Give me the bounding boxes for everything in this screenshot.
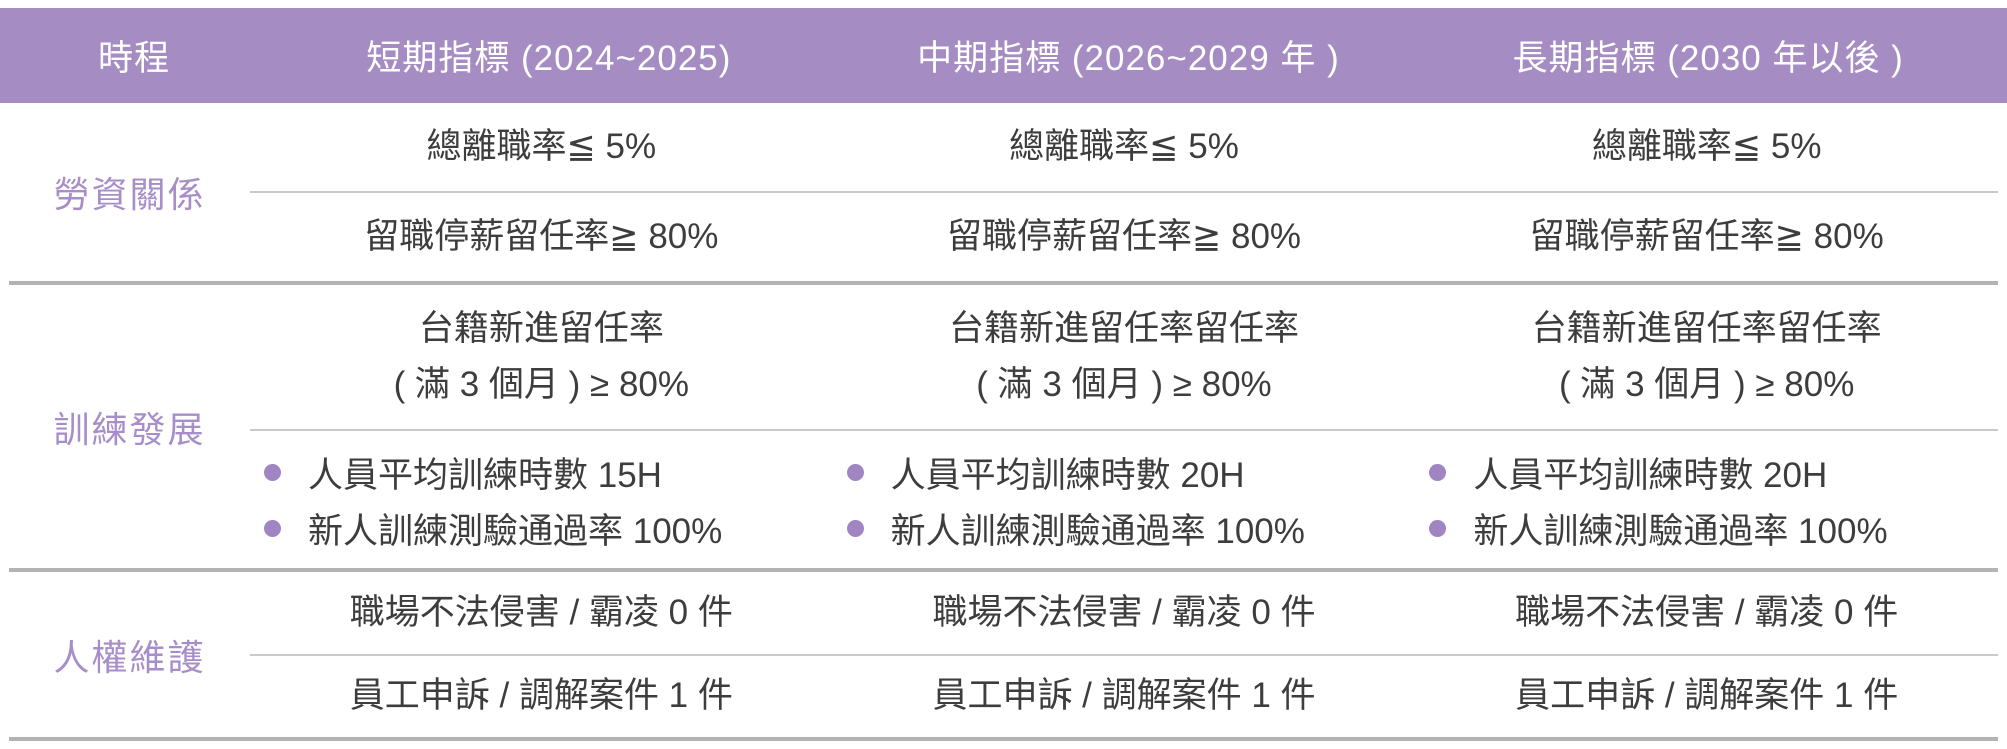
- table-row: 人員平均訓練時數 15H 新人訓練測驗通過率 100% 人員平均訓練時數 20H…: [250, 429, 1998, 570]
- group-label-human-rights: 人權維護: [53, 636, 206, 678]
- group-labor-relations: 勞資關係 總離職率≦ 5% 總離職率≦ 5% 總離職率≦ 5% 留職停薪留任率≧…: [9, 103, 1998, 281]
- metric-cell-bullets: 人員平均訓練時數 15H 新人訓練測驗通過率 100%: [250, 431, 833, 570]
- group-rows: 台籍新進留任率 ( 滿 3 個月 ) ≥ 80% 台籍新進留任率留任率 ( 滿 …: [250, 285, 1998, 568]
- metric-cell: 職場不法侵害 / 霸凌 0 件: [1515, 592, 1899, 632]
- metric-cell: 員工申訴 / 調解案件 1 件: [349, 676, 733, 716]
- bullet-item: 人員平均訓練時數 15H: [264, 445, 833, 501]
- bullet-text: 人員平均訓練時數 20H: [890, 456, 1245, 495]
- metric-cell: 職場不法侵害 / 霸凌 0 件: [349, 592, 733, 632]
- group-rows: 職場不法侵害 / 霸凌 0 件 職場不法侵害 / 霸凌 0 件 職場不法侵害 /…: [250, 572, 1998, 737]
- bullet-text: 新人訓練測驗通過率 100%: [1473, 512, 1888, 551]
- metric-line: 台籍新進留任率: [418, 309, 664, 348]
- bullet-list: 人員平均訓練時數 15H 新人訓練測驗通過率 100%: [264, 445, 833, 557]
- metric-cell: 留職停薪留任率≧ 80%: [1529, 217, 1884, 256]
- metric-line: 台籍新進留任率留任率: [1531, 309, 1882, 348]
- bullet-item: 人員平均訓練時數 20H: [1429, 445, 1998, 501]
- bullet-icon: [1429, 464, 1447, 481]
- metric-cell: 職場不法侵害 / 霸凌 0 件: [932, 592, 1316, 632]
- bullet-item: 人員平均訓練時數 20H: [846, 445, 1416, 501]
- metric-cell: 總離職率≦ 5%: [1009, 127, 1239, 166]
- table-header-row: 時程 短期指標 (2024~2025) 中期指標 (2026~2029 年 ) …: [0, 8, 2007, 103]
- group-label-labor-relations: 勞資關係: [53, 174, 206, 215]
- metric-cell: 員工申訴 / 調解案件 1 件: [932, 676, 1316, 716]
- table-row: 職場不法侵害 / 霸凌 0 件 職場不法侵害 / 霸凌 0 件 職場不法侵害 /…: [250, 572, 1998, 654]
- metric-cell: 留職停薪留任率≧ 80%: [364, 217, 719, 256]
- header-timeline: 時程: [97, 39, 170, 78]
- metric-cell-bullets: 人員平均訓練時數 20H 新人訓練測驗通過率 100%: [1415, 431, 1998, 570]
- group-rows: 總離職率≦ 5% 總離職率≦ 5% 總離職率≦ 5% 留職停薪留任率≧ 80% …: [250, 103, 1998, 281]
- bullet-item: 新人訓練測驗通過率 100%: [1429, 501, 1998, 557]
- metric-cell: 總離職率≦ 5%: [426, 127, 657, 166]
- metric-cell: 留職停薪留任率≧ 80%: [946, 217, 1302, 256]
- bullet-item: 新人訓練測驗通過率 100%: [264, 501, 833, 557]
- header-mid-term: 中期指標 (2026~2029 年 ): [917, 39, 1340, 78]
- group-training-development: 訓練發展 台籍新進留任率 ( 滿 3 個月 ) ≥ 80% 台籍新進留任率留任率…: [9, 281, 1998, 568]
- group-human-rights: 人權維護 職場不法侵害 / 霸凌 0 件 職場不法侵害 / 霸凌 0 件 職場不…: [9, 568, 1998, 737]
- metric-cell: 台籍新進留任率留任率 ( 滿 3 個月 ) ≥ 80%: [833, 285, 1416, 429]
- metric-line: ( 滿 3 個月 ) ≥ 80%: [976, 365, 1272, 404]
- bullet-icon: [1429, 520, 1447, 537]
- metric-cell: 台籍新進留任率 ( 滿 3 個月 ) ≥ 80%: [250, 285, 833, 429]
- bullet-icon: [264, 464, 281, 481]
- bullet-text: 人員平均訓練時數 15H: [308, 456, 662, 495]
- bullet-text: 新人訓練測驗通過率 100%: [308, 512, 723, 551]
- metric-cell: 總離職率≦ 5%: [1591, 127, 1822, 166]
- metric-line: 台籍新進留任率留任率: [948, 309, 1299, 348]
- table-row: 員工申訴 / 調解案件 1 件 員工申訴 / 調解案件 1 件 員工申訴 / 調…: [250, 653, 1998, 738]
- header-short-term: 短期指標 (2024~2025): [366, 39, 732, 78]
- bullet-list: 人員平均訓練時數 20H 新人訓練測驗通過率 100%: [846, 445, 1416, 557]
- bullet-list: 人員平均訓練時數 20H 新人訓練測驗通過率 100%: [1429, 445, 1998, 557]
- table-row: 台籍新進留任率 ( 滿 3 個月 ) ≥ 80% 台籍新進留任率留任率 ( 滿 …: [250, 285, 1998, 429]
- header-long-term: 長期指標 (2030 年以後 ): [1512, 39, 1904, 78]
- table-row: 總離職率≦ 5% 總離職率≦ 5% 總離職率≦ 5%: [250, 103, 1998, 191]
- metric-cell: 員工申訴 / 調解案件 1 件: [1515, 676, 1899, 716]
- group-label-training-development: 訓練發展: [53, 408, 206, 450]
- bullet-icon: [264, 520, 281, 537]
- bullet-icon: [846, 520, 864, 537]
- metric-cell-bullets: 人員平均訓練時數 20H 新人訓練測驗通過率 100%: [833, 431, 1416, 570]
- bullet-text: 新人訓練測驗通過率 100%: [890, 512, 1305, 551]
- table-body: 勞資關係 總離職率≦ 5% 總離職率≦ 5% 總離職率≦ 5% 留職停薪留任率≧…: [9, 103, 1998, 741]
- metric-line: ( 滿 3 個月 ) ≥ 80%: [393, 365, 690, 404]
- table-row: 留職停薪留任率≧ 80% 留職停薪留任率≧ 80% 留職停薪留任率≧ 80%: [250, 191, 1998, 281]
- bullet-item: 新人訓練測驗通過率 100%: [846, 501, 1416, 557]
- metric-line: ( 滿 3 個月 ) ≥ 80%: [1558, 365, 1855, 404]
- bullet-text: 人員平均訓練時數 20H: [1473, 456, 1828, 495]
- bullet-icon: [846, 464, 864, 481]
- metric-cell: 台籍新進留任率留任率 ( 滿 3 個月 ) ≥ 80%: [1415, 285, 1998, 429]
